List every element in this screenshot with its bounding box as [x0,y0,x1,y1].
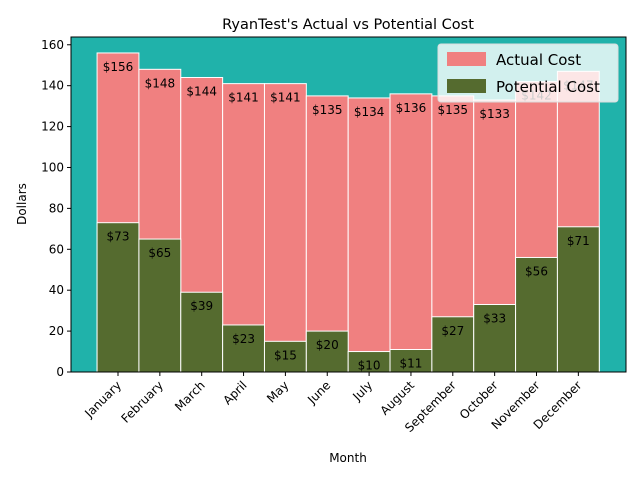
x-tick-label: March [172,378,208,414]
legend-swatch [447,52,486,66]
legend-label: Actual Cost [496,51,581,69]
data-label: $136 [396,101,427,115]
data-label: $11 [399,357,422,371]
data-label: $156 [103,60,134,74]
legend-label: Potential Cost [496,78,600,96]
legend-swatch [447,79,486,93]
y-tick-label: 140 [41,79,64,93]
data-label: $71 [567,234,590,248]
data-label: $65 [148,246,171,260]
x-tick-label: May [264,378,291,405]
y-tick-label: 160 [41,38,64,52]
data-label: $20 [316,338,339,352]
bar [263,83,307,373]
bar [556,226,600,373]
plot-frame [70,36,627,373]
data-label: $56 [525,264,548,278]
bar [96,222,140,373]
y-tick-label: 120 [41,120,64,134]
x-tick-label: August [377,378,417,418]
bar [347,97,391,373]
data-label: $135 [312,103,343,117]
bar [389,93,433,373]
data-label: $134 [354,105,385,119]
y-tick-label: 0 [56,365,64,379]
data-label: $148 [145,76,176,90]
x-tick-label: February [118,378,166,426]
data-label: $15 [274,348,297,362]
bar [180,291,224,373]
data-label: $133 [479,107,510,121]
x-axis-label: Month [329,451,367,465]
chart-title: RyanTest's Actual vs Potential Cost [222,17,474,33]
data-label: $141 [270,91,301,105]
y-tick-label: 80 [49,201,64,215]
y-axis-label: Dollars [15,183,29,225]
bar [473,304,517,373]
y-tick-label: 20 [49,324,64,338]
data-label: $141 [228,91,259,105]
y-tick-label: 40 [49,283,64,297]
bar [305,95,349,373]
bar [138,238,182,373]
x-tick-label: July [349,378,375,404]
x-tick-label: June [304,378,333,407]
x-tick-label: January [81,378,124,421]
data-label: $39 [190,299,213,313]
bar [431,316,475,373]
data-label: $135 [438,103,469,117]
y-tick-label: 100 [41,160,64,174]
data-label: $144 [186,84,217,98]
data-label: $27 [441,324,464,338]
y-tick-label: 60 [49,242,64,256]
legend: Actual Cost Potential Cost [437,43,619,103]
data-label: $10 [358,359,381,373]
bar [222,324,265,373]
x-tick-label: April [220,378,249,407]
bar [515,256,558,373]
data-label: $73 [107,230,130,244]
data-label: $23 [232,332,255,346]
data-label: $33 [483,312,506,326]
bar [222,83,265,373]
